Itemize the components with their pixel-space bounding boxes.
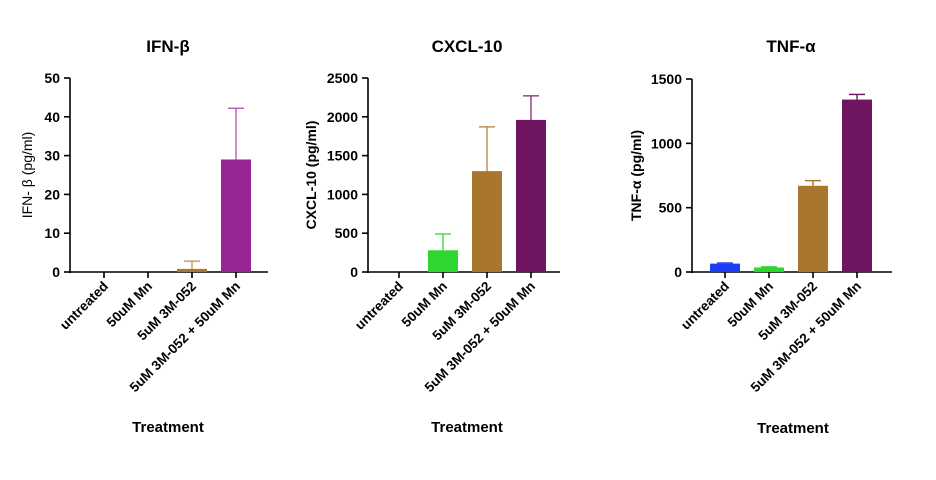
y-tick-label: 50 (44, 70, 60, 86)
bar (710, 263, 740, 272)
y-tick-label: 1000 (327, 186, 358, 202)
y-tick-label: 0 (674, 264, 682, 280)
y-tick-label: 2000 (327, 109, 358, 125)
y-tick-label: 2500 (327, 70, 358, 86)
bar (428, 250, 458, 272)
y-tick-label: 500 (659, 200, 683, 216)
y-tick-label: 40 (44, 109, 60, 125)
chart-panel-1: CXCL-10 CXCL-10 (pg/ml) 0 500 1000 1500 2000 25… (303, 37, 560, 436)
bar (177, 268, 207, 272)
chart-title: CXCL-10 (432, 37, 503, 56)
y-tick-label: 1000 (651, 135, 682, 151)
y-tick-label: 20 (44, 186, 60, 202)
y-tick-label: 1500 (327, 148, 358, 164)
bar (798, 185, 828, 272)
category-label: untreated (57, 279, 111, 333)
bar (754, 267, 784, 272)
y-tick-label: 10 (44, 225, 60, 241)
x-axis-label: Treatment (757, 420, 829, 437)
y-axis-label: CXCL-10 (pg/ml) (303, 121, 319, 230)
chart-title: IFN-β (146, 37, 189, 56)
y-tick-label: 500 (335, 225, 359, 241)
y-tick-label: 0 (350, 264, 358, 280)
bar (516, 119, 546, 273)
y-axis-label: TNF-α (pg/ml) (628, 130, 644, 221)
bar (221, 159, 251, 272)
category-label: untreated (678, 279, 732, 333)
x-axis-label: Treatment (132, 419, 204, 436)
y-tick-label: 30 (44, 148, 60, 164)
bar (472, 171, 502, 272)
category-label: untreated (352, 279, 406, 333)
y-axis-label: IFN- β (pg/ml) (19, 132, 35, 219)
y-tick-label: 1500 (651, 71, 682, 87)
chart-title: TNF-α (766, 37, 816, 56)
x-axis-label: Treatment (431, 419, 503, 436)
bar (842, 99, 872, 272)
y-tick-label: 0 (52, 264, 60, 280)
